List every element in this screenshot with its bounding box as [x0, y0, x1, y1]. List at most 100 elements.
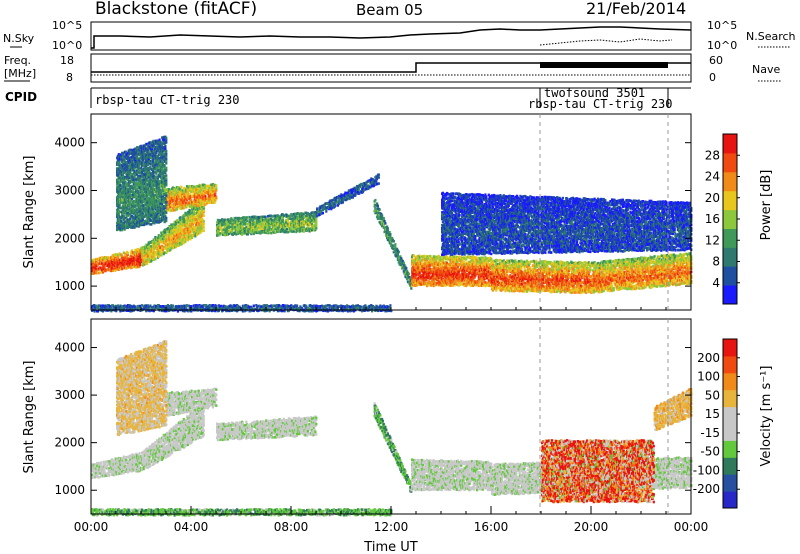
range-gate-cell [165, 153, 167, 156]
freq-panel: Freq. [MHz] 18 8 60 0 Nave [4, 54, 782, 84]
range-gate-cell [342, 201, 344, 204]
range-gate-cell [316, 207, 318, 210]
range-gate-cell [165, 155, 167, 158]
range-gate-cell [165, 158, 167, 161]
range-gate-cell [165, 150, 167, 153]
range-gate-cell [439, 256, 441, 259]
range-gate-cell [215, 196, 217, 199]
range-gate-cell [203, 214, 205, 217]
range-gate-cell [95, 272, 97, 275]
range-gate-cell [215, 187, 217, 190]
range-gate-cell [184, 193, 186, 196]
station-title: Blackstone (fitACF) [95, 0, 257, 19]
range-gate-cell [435, 261, 437, 264]
range-gate-cell [325, 210, 327, 213]
range-gate-cell [387, 227, 389, 230]
range-gate-cell [398, 251, 400, 254]
range-gate-cell [164, 145, 166, 148]
range-gate-cell [282, 219, 284, 222]
range-gate-cell [117, 256, 119, 259]
range-gate-cell [315, 227, 317, 230]
nave-tick-top: 60 [709, 54, 723, 67]
range-gate-cell [164, 197, 166, 200]
range-gate-cell [154, 258, 156, 261]
count-tick-left-bottom: 10^0 [52, 39, 82, 52]
range-gate-cell [286, 228, 288, 231]
freq-tick-top: 18 [60, 54, 74, 67]
range-gate-cell [234, 226, 236, 229]
nave-tick-bottom: 0 [709, 71, 716, 84]
range-gate-cell [425, 279, 427, 282]
range-gate-cell [165, 167, 167, 170]
range-gate-cell [379, 208, 381, 211]
freq-tick-bottom: 8 [66, 71, 73, 84]
range-gate-cell [203, 220, 205, 223]
range-gate-cell [203, 210, 205, 213]
range-gate-cell [215, 185, 217, 188]
range-gate-cell [394, 243, 396, 246]
range-gate-cell [378, 176, 380, 179]
range-gate-cell [165, 219, 167, 222]
cpid-entry-3: rbsp-tau CT-trig 230 [528, 97, 673, 111]
range-gate-cell [165, 217, 167, 220]
beam-title: Beam 05 [356, 1, 423, 19]
range-gate-cell [137, 190, 139, 193]
range-gate-cell [162, 249, 164, 252]
range-gate-cell [405, 267, 407, 270]
range-gate-cell [127, 252, 129, 255]
nsky-label: N.Sky [3, 32, 35, 45]
range-gate-cell [165, 174, 167, 177]
range-gate-cell [246, 220, 248, 223]
range-gate-cell [315, 223, 317, 226]
range-gate-cell [358, 188, 360, 191]
range-gate-cell [165, 137, 167, 140]
range-gate-cell [165, 177, 167, 180]
range-gate-cell [165, 212, 167, 215]
range-gate-cell [165, 189, 167, 192]
range-gate-cell [170, 204, 172, 207]
range-gate-cell [165, 169, 167, 172]
nave-label: Nave [752, 63, 780, 76]
range-gate-cell [377, 205, 379, 208]
range-gate-cell [165, 192, 167, 195]
date-title: 21/Feb/2014 [586, 0, 686, 18]
range-gate-cell [378, 173, 380, 176]
range-gate-cell [165, 201, 167, 204]
range-gate-cell [203, 229, 205, 232]
count-tick-right-bottom: 10^0 [707, 39, 737, 52]
nave-burst [540, 62, 668, 68]
range-gate-cell [393, 240, 395, 243]
range-gate-cell [124, 159, 126, 162]
range-gate-cell [389, 233, 391, 236]
range-gate-cell [403, 262, 405, 265]
freq-label: Freq. [4, 54, 31, 67]
range-gate-cell [334, 204, 336, 207]
nsky-line [91, 27, 691, 48]
range-gate-cell [375, 180, 377, 183]
range-gate-cell [378, 182, 380, 185]
count-tick-right-top: 10^5 [707, 19, 737, 32]
range-gate-cell [381, 214, 383, 217]
range-gate-cell [410, 287, 412, 290]
range-gate-cell [203, 223, 205, 226]
range-gate-cell [165, 162, 167, 165]
count-panel: N.Sky 10^5 10^0 10^5 10^0 N.Search [3, 19, 796, 52]
range-gate-cell [246, 216, 248, 219]
range-gate-cell [408, 273, 410, 276]
range-gate-cell [383, 217, 385, 220]
range-gate-cell [138, 165, 140, 168]
range-gate-cell [384, 222, 386, 225]
cpid-label: CPID [5, 90, 37, 104]
range-gate-cell [164, 148, 166, 151]
power-cells [91, 136, 692, 313]
count-tick-left-top: 10^5 [52, 19, 82, 32]
range-gate-cell [322, 212, 324, 215]
range-gate-cell [374, 199, 376, 202]
freq-unit: [MHz] [4, 67, 36, 80]
range-gate-cell [315, 218, 317, 221]
range-gate-cell [293, 230, 295, 233]
nsearch-label: N.Search [746, 30, 796, 43]
range-gate-cell [180, 186, 182, 189]
